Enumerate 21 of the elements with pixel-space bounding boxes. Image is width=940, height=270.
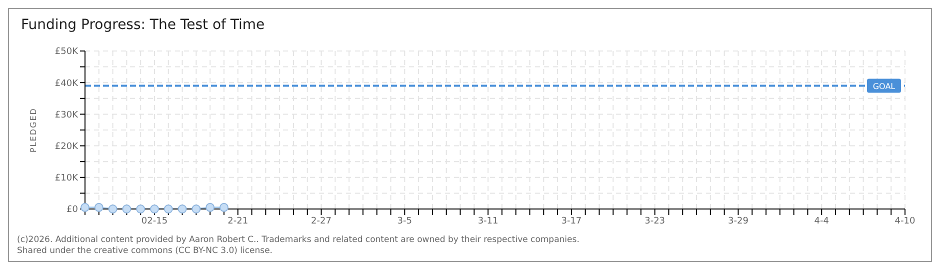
- y-tick-label: £40K: [54, 78, 80, 89]
- ref-line-label: GOAL: [872, 82, 896, 91]
- x-tick-label: 3-29: [728, 216, 749, 226]
- y-tick-label: £50K: [54, 47, 80, 58]
- x-tick-label: 4-10: [894, 216, 916, 226]
- x-tick-label: 3-23: [644, 216, 666, 226]
- chart-title: Funding Progress: The Test of Time: [21, 17, 265, 33]
- x-tick-label: 4-4: [814, 216, 830, 226]
- y-tick-label: £20K: [54, 142, 80, 152]
- x-tick-label: 2-27: [311, 216, 332, 226]
- text: Shared under the creative commons (CC BY-NC 3.0) license.: [17, 246, 274, 257]
- text: (c)2026. Additional content provided by Aaron Robert C.. Trademarks and related content are owned by their respective companies.: [17, 235, 580, 246]
- x-tick-label: 2-21: [228, 216, 248, 226]
- y-tick-label: £30K: [54, 110, 80, 120]
- x-tick-label: 02-15: [141, 216, 168, 226]
- x-tick-label: 3-17: [561, 216, 582, 226]
- y-tick-label: £0: [66, 205, 78, 216]
- x-tick-label: 3-11: [478, 216, 498, 226]
- y-axis-title: PLEDGED: [28, 108, 38, 152]
- y-tick-label: £10K: [54, 174, 80, 184]
- x-tick-label: 3-5: [397, 216, 412, 226]
